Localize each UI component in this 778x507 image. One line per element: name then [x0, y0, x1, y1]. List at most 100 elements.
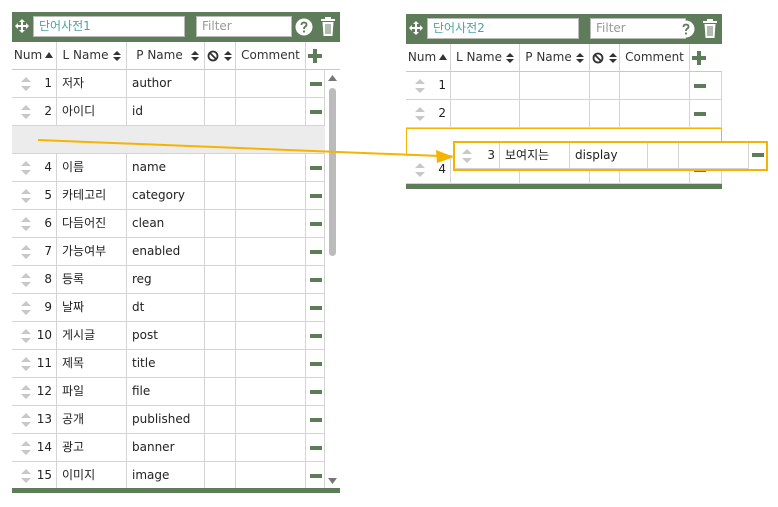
remove-row-button[interactable]	[310, 82, 322, 86]
comment-cell[interactable]	[620, 100, 690, 128]
comment-cell[interactable]	[236, 70, 306, 98]
p-name-cell[interactable]: author	[127, 70, 205, 98]
add-row-button[interactable]	[308, 49, 322, 63]
comment-cell[interactable]	[236, 406, 306, 434]
column-header[interactable]: P Name	[520, 44, 590, 72]
remove-row-button[interactable]	[310, 110, 322, 114]
drag-handle[interactable]	[20, 300, 32, 316]
l-name-cell[interactable]	[451, 100, 520, 128]
p-name-cell[interactable]: image	[127, 462, 205, 488]
l-name-cell[interactable]: 저자	[57, 70, 127, 98]
comment-cell[interactable]	[236, 434, 306, 462]
l-name-cell[interactable]: 카테고리	[57, 182, 127, 210]
l-name-cell[interactable]	[451, 72, 520, 100]
remove-row-button[interactable]	[310, 306, 322, 310]
move-icon[interactable]	[409, 21, 423, 35]
column-header[interactable]: L Name	[57, 42, 127, 70]
help-button[interactable]	[677, 20, 695, 38]
comment-cell[interactable]	[236, 238, 306, 266]
comment-cell[interactable]	[236, 210, 306, 238]
column-header[interactable]: P Name	[127, 42, 205, 70]
remove-row-button[interactable]	[752, 153, 764, 157]
drag-handle[interactable]	[20, 412, 32, 428]
l-name-cell[interactable]: 광고	[57, 434, 127, 462]
drag-handle[interactable]	[20, 328, 32, 344]
drag-handle[interactable]	[20, 440, 32, 456]
drag-handle[interactable]	[20, 468, 32, 484]
remove-row-button[interactable]	[310, 362, 322, 366]
comment-cell[interactable]	[236, 378, 306, 406]
column-header[interactable]	[205, 42, 236, 70]
l-name-cell[interactable]: 제목	[57, 350, 127, 378]
p-name-cell[interactable]	[520, 100, 590, 128]
sort-icon[interactable]	[112, 50, 122, 62]
remove-row-button[interactable]	[694, 84, 706, 88]
scroll-thumb[interactable]	[329, 88, 336, 256]
sort-icon[interactable]	[190, 50, 200, 62]
p-name-cell[interactable]: category	[127, 182, 205, 210]
column-header[interactable]	[590, 44, 620, 72]
filter-input[interactable]: Filter	[590, 18, 686, 39]
drag-handle[interactable]	[20, 272, 32, 288]
remove-row-button[interactable]	[310, 390, 322, 394]
sort-asc-icon[interactable]	[44, 49, 54, 61]
delete-panel-button[interactable]	[320, 17, 336, 37]
title-input[interactable]: 단어사전1	[33, 16, 185, 37]
l-name-cell[interactable]: 게시글	[57, 322, 127, 350]
remove-row-button[interactable]	[310, 474, 322, 478]
column-header[interactable]: Comment	[620, 44, 690, 72]
l-name-cell[interactable]: 이름	[57, 154, 127, 182]
l-name-cell[interactable]: 가능여부	[57, 238, 127, 266]
sort-icon[interactable]	[608, 52, 618, 64]
p-name-cell[interactable]: id	[127, 98, 205, 126]
drag-handle[interactable]	[414, 106, 426, 122]
p-name-cell[interactable]: banner	[127, 434, 205, 462]
comment-cell[interactable]	[236, 182, 306, 210]
remove-row-button[interactable]	[694, 112, 706, 116]
l-name-cell[interactable]: 다듬어진	[57, 210, 127, 238]
column-header[interactable]: L Name	[451, 44, 520, 72]
comment-cell[interactable]	[236, 294, 306, 322]
drag-handle[interactable]	[20, 160, 32, 176]
column-header[interactable]: Num	[12, 42, 57, 70]
comment-cell[interactable]	[236, 154, 306, 182]
remove-row-button[interactable]	[310, 418, 322, 422]
drag-handle[interactable]	[461, 148, 473, 164]
drag-handle[interactable]	[20, 244, 32, 260]
drag-handle[interactable]	[414, 78, 426, 94]
help-button[interactable]	[295, 18, 313, 36]
drag-handle[interactable]	[20, 356, 32, 372]
column-header[interactable]: Comment	[236, 42, 306, 70]
p-name-cell[interactable]	[520, 72, 590, 100]
l-name-cell[interactable]: 날짜	[57, 294, 127, 322]
comment-cell[interactable]	[236, 266, 306, 294]
p-name-cell[interactable]: name	[127, 154, 205, 182]
sort-asc-icon[interactable]	[438, 51, 448, 63]
drag-handle[interactable]	[20, 104, 32, 120]
filter-input[interactable]: Filter	[196, 16, 292, 37]
p-name-cell[interactable]: dt	[127, 294, 205, 322]
sort-icon[interactable]	[505, 52, 515, 64]
p-name-cell[interactable]: reg	[127, 266, 205, 294]
scrollbar[interactable]	[325, 70, 340, 488]
l-name-cell[interactable]: 파일	[57, 378, 127, 406]
p-name-cell[interactable]: enabled	[127, 238, 205, 266]
remove-row-button[interactable]	[310, 194, 322, 198]
add-row-button[interactable]	[692, 51, 706, 65]
scroll-up[interactable]	[328, 75, 337, 81]
remove-row-button[interactable]	[310, 250, 322, 254]
delete-panel-button[interactable]	[702, 19, 718, 39]
drag-handle[interactable]	[20, 384, 32, 400]
p-name-cell[interactable]: clean	[127, 210, 205, 238]
title-input[interactable]: 단어사전2	[427, 18, 579, 39]
remove-row-button[interactable]	[310, 166, 322, 170]
p-name-cell[interactable]: file	[127, 378, 205, 406]
sort-icon[interactable]	[223, 50, 233, 62]
l-name-cell[interactable]: 이미지	[57, 462, 127, 488]
l-name-cell[interactable]: 공개	[57, 406, 127, 434]
drag-handle[interactable]	[414, 162, 426, 178]
remove-row-button[interactable]	[310, 222, 322, 226]
scroll-down[interactable]	[328, 478, 337, 484]
drag-handle[interactable]	[20, 216, 32, 232]
p-name-cell[interactable]: post	[127, 322, 205, 350]
